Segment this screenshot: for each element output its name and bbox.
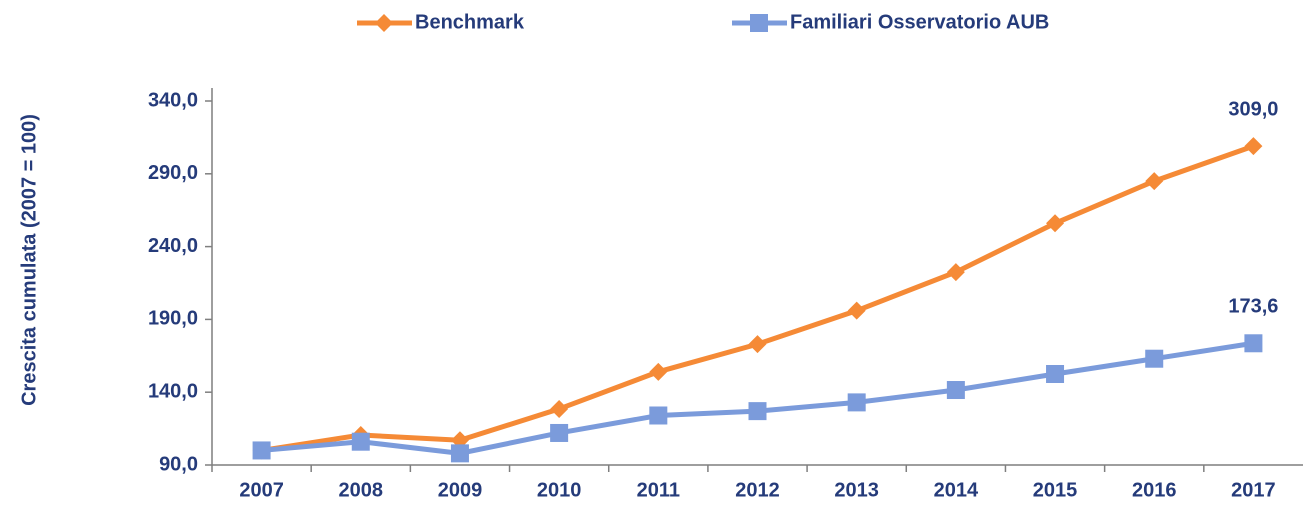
- data-point: [550, 399, 569, 418]
- y-tick-label: 140,0: [148, 380, 198, 402]
- data-point: [946, 263, 965, 282]
- data-point: [1046, 365, 1065, 383]
- data-point: [649, 362, 668, 381]
- data-point: [1046, 214, 1065, 233]
- y-tick-label: 90,0: [159, 453, 198, 475]
- data-point: [450, 444, 469, 463]
- x-tick-label: 2012: [735, 479, 780, 501]
- data-point: [1244, 137, 1263, 156]
- data-point: [351, 432, 370, 451]
- data-point: [946, 381, 965, 400]
- data-point: [1145, 349, 1164, 368]
- x-tick-label: 2017: [1231, 479, 1276, 501]
- data-point: [748, 402, 767, 421]
- data-point: [847, 393, 866, 412]
- x-tick-label: 2016: [1132, 479, 1177, 501]
- x-tick-label: 2008: [339, 479, 384, 501]
- data-label: 173,6: [1228, 296, 1278, 318]
- y-tick-label: 190,0: [148, 308, 198, 330]
- legend-marker: [375, 14, 393, 32]
- x-tick-label: 2009: [438, 479, 483, 501]
- data-point: [649, 406, 668, 425]
- legend-label: Familiari Osservatorio AUB: [790, 11, 1049, 33]
- y-tick-label: 290,0: [148, 162, 198, 184]
- data-point: [748, 335, 767, 354]
- y-axis-label: Crescita cumulata (2007 = 100): [18, 114, 40, 406]
- x-tick-label: 2007: [239, 479, 284, 501]
- data-point: [252, 441, 271, 460]
- y-tick-label: 240,0: [148, 235, 198, 257]
- x-tick-label: 2010: [537, 479, 582, 501]
- data-point: [847, 301, 866, 320]
- x-tick-label: 2011: [637, 479, 680, 501]
- data-label: 309,0: [1228, 98, 1278, 120]
- x-tick-label: 2013: [834, 479, 879, 501]
- x-tick-label: 2015: [1033, 479, 1078, 501]
- x-tick-label: 2014: [934, 479, 979, 501]
- data-point: [550, 423, 569, 442]
- y-tick-label: 340,0: [148, 89, 198, 111]
- data-point: [1244, 334, 1263, 353]
- legend-marker: [750, 14, 768, 32]
- legend-label: Benchmark: [415, 11, 525, 33]
- data-point: [1145, 172, 1164, 191]
